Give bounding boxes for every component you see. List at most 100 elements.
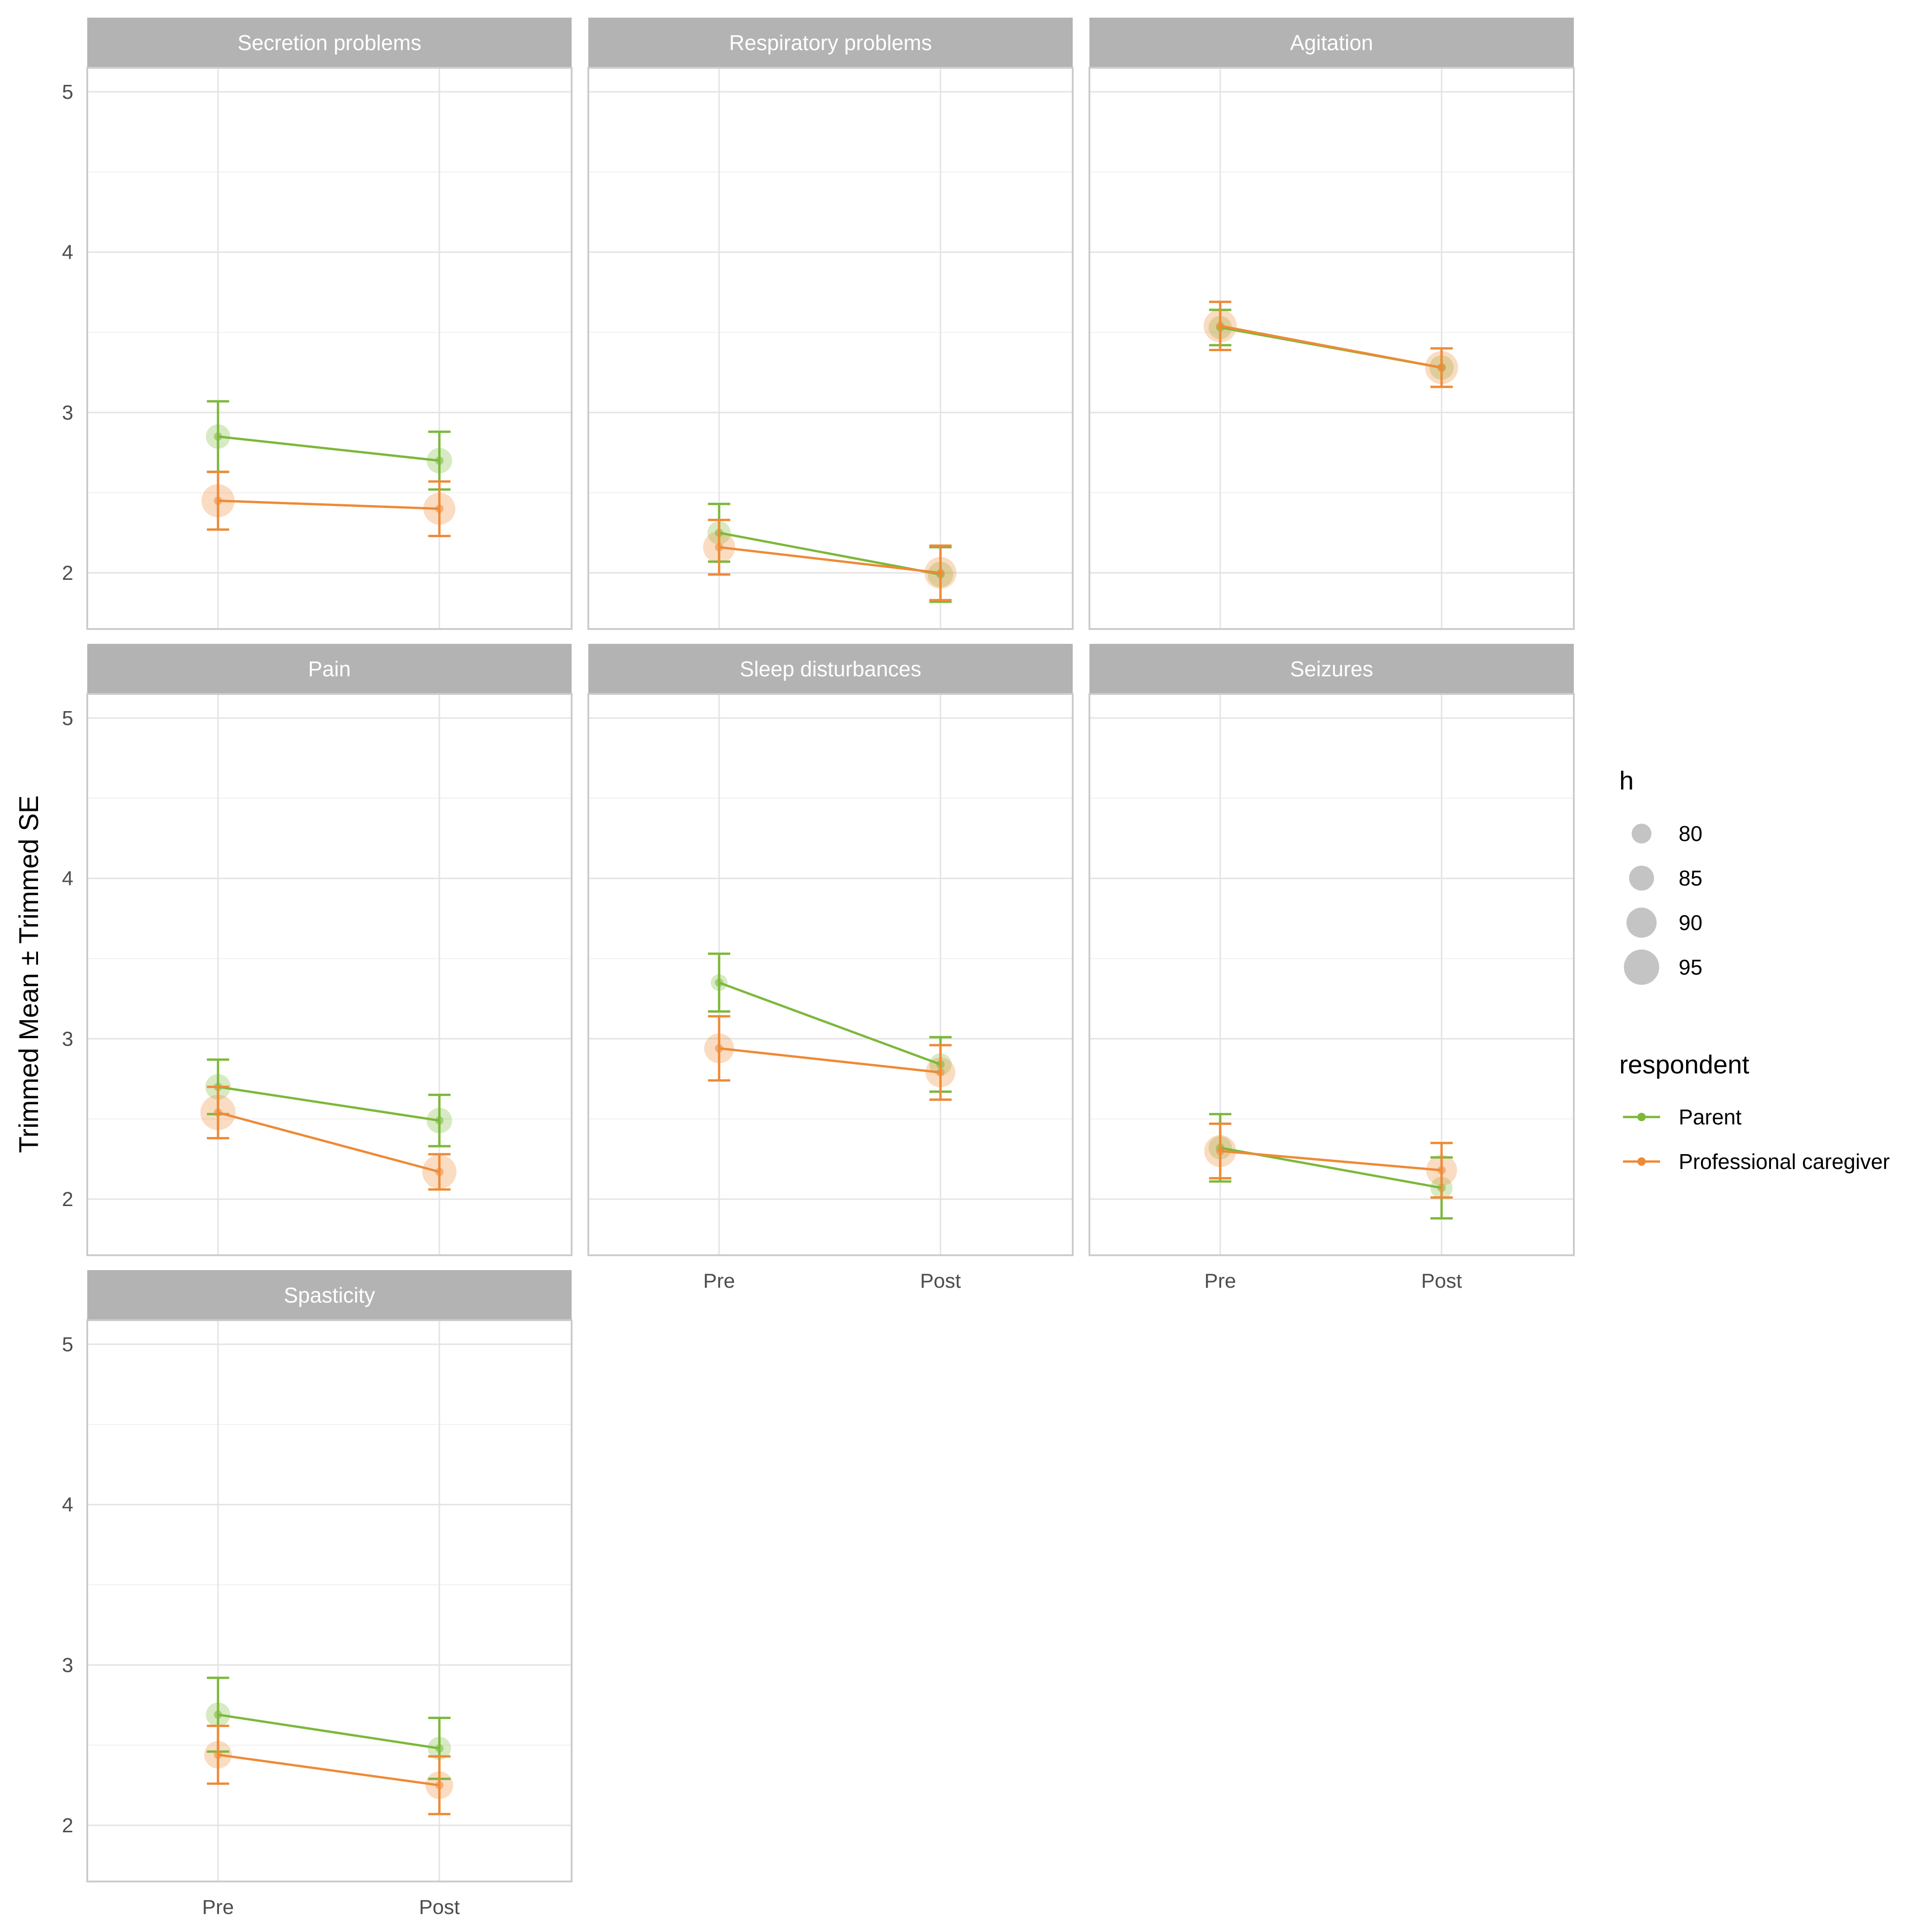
legend: h 80 85 90 95 respondent Parent Professional ca… — [1619, 766, 1890, 1174]
series-line-professional-caregiver — [1220, 1149, 1442, 1172]
panel-pain: Pain 2 3 4 5 — [62, 644, 573, 1256]
point-center-parent — [435, 1116, 444, 1125]
y-tick-label: 2 — [62, 1188, 73, 1211]
facet-title: Pain — [308, 657, 351, 681]
x-tick-label: Pre — [1204, 1270, 1236, 1292]
point-center-professional-caregiver — [1437, 1166, 1446, 1175]
facet-title: Seizures — [1290, 657, 1373, 681]
panel-sleep-disturbances: Sleep disturbances Pre Post — [587, 644, 1074, 1292]
panel-border — [587, 693, 1074, 1256]
series-line-parent — [218, 1713, 440, 1750]
facet-strip — [1089, 644, 1574, 694]
panels: Secretion problems 2 3 4 5 Respiratory proble… — [62, 18, 1575, 1919]
series-line-parent — [218, 1085, 440, 1122]
y-tick-label: 5 — [62, 81, 73, 103]
series-group — [204, 1676, 453, 1816]
facet-title: Sleep disturbances — [740, 657, 921, 681]
gridlines — [588, 694, 1073, 1255]
size-legend-key — [1623, 949, 1660, 985]
series-line-parent — [719, 981, 941, 1066]
point-center-professional-caregiver — [213, 496, 222, 505]
y-tick-label: 5 — [62, 1333, 73, 1356]
facet-strip — [87, 18, 572, 68]
x-tick-label: Post — [920, 1270, 961, 1292]
point-center-professional-caregiver — [435, 1781, 444, 1790]
point-center-parent — [715, 978, 723, 987]
series-group — [201, 400, 456, 537]
series-group — [200, 1058, 457, 1191]
series-line-professional-caregiver — [1220, 325, 1442, 369]
size-legend-label: 95 — [1679, 955, 1702, 979]
panel-agitation: Agitation — [1088, 18, 1575, 630]
size-legend-title: h — [1619, 766, 1634, 795]
series-group — [703, 502, 957, 603]
y-tick-label: 2 — [62, 562, 73, 584]
legend-key-point — [1637, 1157, 1646, 1166]
size-legend-label: 90 — [1679, 911, 1702, 935]
x-tick-label: Post — [419, 1896, 460, 1919]
x-tick-label: Pre — [202, 1896, 234, 1919]
facet-strip — [87, 644, 572, 694]
point-center-professional-caregiver — [435, 1168, 444, 1176]
series-line-professional-caregiver — [719, 546, 941, 574]
y-tick-label: 3 — [62, 1654, 73, 1676]
y-tick-label: 5 — [62, 707, 73, 730]
size-legend-key — [1626, 907, 1657, 938]
x-tick-label: Pre — [703, 1270, 735, 1292]
point-center-professional-caregiver — [715, 543, 723, 552]
y-axis-title: Trimmed Mean ± Trimmed SE — [14, 796, 44, 1153]
size-legend-key — [1629, 866, 1654, 891]
point-center-professional-caregiver — [213, 1750, 222, 1759]
facet-strip — [1089, 18, 1574, 68]
point-center-professional-caregiver — [936, 569, 945, 577]
legend-key-professional-caregiver — [1623, 1157, 1660, 1166]
point-center-professional-caregiver — [1216, 1147, 1224, 1156]
legend-label: Parent — [1679, 1105, 1742, 1129]
legend-label: Professional caregiver — [1679, 1149, 1890, 1174]
color-legend: respondent Parent Professional caregiver — [1619, 1050, 1890, 1174]
gridlines — [87, 694, 572, 1255]
point-center-parent — [213, 1710, 222, 1719]
gridlines — [87, 68, 572, 629]
point-center-professional-caregiver — [715, 1044, 723, 1053]
color-legend-title: respondent — [1619, 1050, 1750, 1079]
series-group — [1204, 301, 1458, 388]
facet-strip — [87, 1270, 572, 1320]
panel-border — [587, 67, 1074, 630]
panel-border — [1088, 67, 1575, 630]
size-legend-key — [1631, 823, 1652, 844]
point-center-parent — [213, 432, 222, 441]
gridlines — [588, 68, 1073, 629]
point-center-professional-caregiver — [213, 1108, 222, 1117]
point-center-professional-caregiver — [936, 1068, 945, 1077]
gridlines — [87, 1320, 572, 1881]
panel-border — [1088, 693, 1575, 1256]
size-legend-label: 85 — [1679, 866, 1702, 890]
facet-title: Respiratory problems — [729, 31, 932, 55]
y-tick-label: 2 — [62, 1814, 73, 1837]
panel-seizures: Seizures Pre Post — [1088, 644, 1575, 1292]
size-legend-label: 80 — [1679, 822, 1702, 846]
y-tick-label: 3 — [62, 1027, 73, 1050]
series-line-professional-caregiver — [218, 1753, 440, 1787]
legend-key-point — [1637, 1113, 1646, 1121]
series-line-professional-caregiver — [719, 1047, 941, 1074]
facet-title: Spasticity — [284, 1283, 375, 1307]
point-center-professional-caregiver — [435, 504, 444, 513]
legend-key-parent — [1623, 1113, 1660, 1121]
point-center-parent — [435, 1744, 444, 1753]
facet-strip — [588, 644, 1073, 694]
size-legend: h 80 85 90 95 — [1619, 766, 1702, 985]
facet-strip — [588, 18, 1073, 68]
panel-respiratory-problems: Respiratory problems — [587, 18, 1074, 630]
panel-secretion-problems: Secretion problems 2 3 4 5 — [62, 18, 573, 630]
y-tick-label: 4 — [62, 867, 73, 890]
panel-border — [86, 1319, 573, 1882]
series-line-professional-caregiver — [218, 499, 440, 510]
series-group — [1204, 1113, 1457, 1220]
facet-title: Agitation — [1290, 31, 1373, 55]
series-group — [704, 952, 956, 1101]
point-center-professional-caregiver — [1437, 363, 1446, 372]
y-tick-label: 3 — [62, 401, 73, 424]
point-center-parent — [435, 456, 444, 465]
